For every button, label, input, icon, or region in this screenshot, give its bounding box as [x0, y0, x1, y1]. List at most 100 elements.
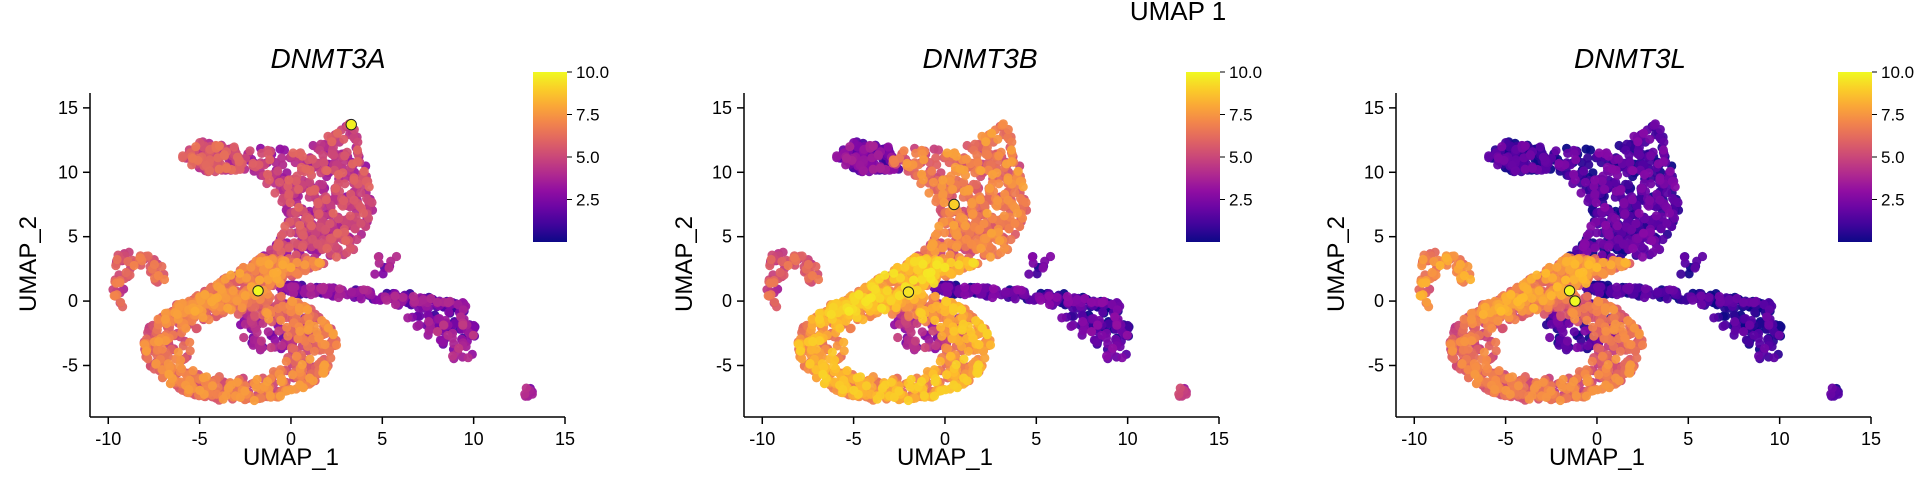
cell-point — [317, 316, 327, 326]
cell-point — [322, 166, 332, 176]
cell-point — [331, 252, 342, 262]
hotspot-point — [902, 286, 915, 298]
cell-point — [839, 337, 849, 347]
cell-point — [1108, 343, 1118, 353]
y-tick-label: 0 — [722, 291, 732, 311]
cell-point — [300, 260, 310, 270]
x-tick-label: 10 — [1118, 429, 1138, 449]
colorbar-gradient — [533, 72, 567, 242]
cell-point — [223, 303, 233, 313]
cell-point — [298, 230, 308, 240]
cell-point — [265, 155, 275, 165]
cell-point — [270, 188, 280, 198]
cell-point — [185, 346, 195, 356]
cell-point — [190, 306, 200, 316]
cell-point — [967, 199, 977, 209]
cell-point — [321, 195, 331, 205]
cell-point — [807, 271, 818, 281]
cell-point — [235, 268, 245, 278]
cell-point — [852, 373, 862, 383]
cell-point — [960, 221, 971, 231]
cell-point — [266, 342, 276, 353]
cell-point — [977, 323, 988, 333]
cell-point — [424, 317, 434, 327]
x-tick-label: 5 — [377, 429, 387, 449]
cell-point — [309, 346, 319, 356]
cell-point — [1045, 299, 1055, 310]
cell-point — [391, 251, 402, 262]
cell-point — [1021, 197, 1031, 208]
cell-point — [937, 331, 947, 341]
cell-point — [256, 336, 266, 346]
cell-point — [412, 321, 422, 331]
cell-point — [832, 151, 842, 161]
cell-point — [297, 360, 307, 370]
cell-point — [172, 309, 182, 319]
cell-point — [255, 275, 265, 285]
cell-point — [219, 150, 229, 160]
cell-point — [268, 268, 278, 278]
cell-point — [927, 166, 937, 176]
cell-point — [297, 151, 307, 161]
cell-point — [246, 262, 256, 272]
x-axis-label: UMAP_1 — [243, 444, 339, 471]
cell-point — [968, 257, 978, 268]
cell-point — [135, 253, 145, 263]
cell-point — [900, 262, 910, 272]
cell-point — [935, 356, 945, 366]
cell-point — [291, 250, 301, 260]
cell-point — [281, 356, 291, 366]
cell-point — [188, 153, 198, 163]
cell-point — [332, 228, 343, 238]
cell-point — [325, 219, 335, 229]
cell-point — [346, 243, 356, 253]
cell-point — [226, 270, 236, 280]
cell-point — [188, 366, 198, 376]
cell-point — [949, 220, 959, 230]
cell-point — [769, 278, 779, 288]
cell-point — [961, 154, 972, 164]
cell-point — [323, 323, 333, 333]
x-tick-label: 10 — [464, 429, 484, 449]
panel-title: DNMT3A — [270, 43, 385, 74]
cell-point — [390, 291, 400, 301]
cell-point — [917, 327, 927, 337]
y-tick-label: 10 — [58, 162, 78, 182]
cell-point — [347, 159, 357, 169]
cell-point — [803, 259, 814, 270]
cell-point — [275, 391, 285, 401]
cell-point — [926, 242, 936, 252]
cell-point — [854, 289, 864, 300]
cell-point — [987, 170, 998, 180]
cell-point — [444, 307, 454, 317]
y-axis-label: UMAP_2 — [671, 216, 698, 312]
cell-point — [252, 374, 262, 385]
x-tick-label: -10 — [749, 429, 775, 449]
umap-panel-dnmt3l: DNMT3L-10 -5 0 5 10 15-5051015UMAP_1UMAP_22.5… — [1323, 43, 1914, 471]
cell-point — [359, 166, 369, 176]
scatter-points — [762, 119, 1191, 406]
y-tick-label: 0 — [68, 291, 78, 311]
hotspot-point — [345, 118, 357, 131]
cell-point — [284, 175, 294, 185]
cell-point — [783, 260, 793, 271]
cell-point — [458, 305, 468, 315]
cell-point — [263, 169, 273, 179]
cell-point — [948, 184, 958, 194]
cell-point — [306, 282, 316, 292]
cell-point — [1045, 251, 1056, 262]
cell-point — [356, 188, 366, 198]
cell-point — [931, 153, 941, 163]
cell-point — [191, 142, 201, 152]
colorbar-tick-label: 2.5 — [1229, 191, 1253, 210]
cell-point — [226, 380, 236, 390]
cell-point — [934, 221, 944, 231]
cell-point — [316, 283, 326, 293]
cell-point — [988, 284, 999, 294]
cell-point — [160, 314, 170, 324]
cell-point — [951, 151, 962, 161]
cell-point — [129, 260, 139, 271]
cell-point — [826, 309, 836, 319]
cell-point — [212, 293, 222, 303]
cell-point — [931, 341, 941, 351]
